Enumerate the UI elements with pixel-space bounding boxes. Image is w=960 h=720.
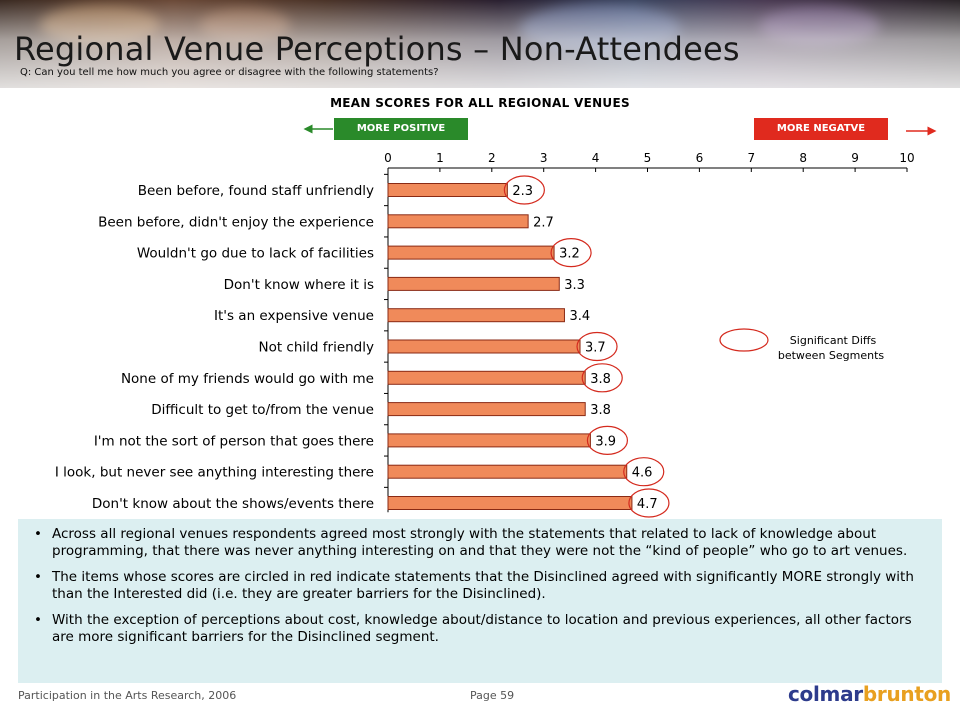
x-tick-label: 10 [899, 151, 914, 165]
more-positive-label: MORE POSITIVE [334, 118, 468, 140]
data-label: 3.8 [590, 372, 611, 387]
category-label: Been before, found staff unfriendly [138, 183, 374, 199]
x-tick-label: 0 [384, 151, 392, 165]
significance-circle [550, 238, 592, 268]
category-label: None of my friends would go with me [121, 371, 374, 387]
bar [387, 183, 508, 197]
bar [387, 308, 565, 323]
logo-part2: brunton [862, 682, 951, 706]
more-negative-label: MORE NEGATVE [754, 118, 888, 140]
category-label: Don't know about the shows/events there [92, 496, 374, 512]
x-tick-label: 3 [540, 151, 548, 165]
x-tick-label: 4 [592, 151, 600, 165]
data-label: 3.4 [569, 309, 590, 324]
logo-part1: colmar [788, 682, 863, 706]
data-label: 2.7 [533, 215, 554, 230]
significance-circle [581, 363, 623, 393]
bar [387, 433, 591, 448]
bar [387, 214, 529, 229]
x-tick-label: 2 [488, 151, 496, 165]
legend-label-line2: between Segments [778, 349, 885, 362]
bar [387, 370, 586, 385]
category-label: Difficult to get to/from the venue [151, 402, 374, 418]
category-label: It's an expensive venue [214, 308, 374, 324]
significance-circle [576, 331, 618, 362]
bars: Been before, found staff unfriendly 2.3 Be… [55, 175, 670, 518]
bar [387, 464, 628, 479]
commentary-box: Across all regional venues respondents a… [18, 519, 942, 683]
category-label: Wouldn't go due to lack of facilities [137, 246, 374, 262]
legend-label-line1: Significant Diffs [790, 334, 877, 347]
legend-circle-icon [719, 328, 769, 352]
category-label: Been before, didn't enjoy the experience [98, 214, 374, 230]
category-label: I look, but never see anything interesti… [55, 465, 374, 481]
data-label: 3.2 [559, 247, 580, 262]
category-label: Not child friendly [258, 340, 374, 356]
bar [387, 402, 586, 417]
page-number: Page 59 [470, 689, 515, 702]
category-label: Don't know where it is [224, 277, 374, 293]
brand-logo: colmarbrunton [788, 682, 951, 706]
x-tick-label: 5 [644, 151, 652, 165]
page-title: Regional Venue Perceptions – Non-Attende… [14, 30, 740, 68]
note-item: The items whose scores are circled in re… [30, 569, 928, 603]
bar-chart: 0 1 2 3 4 5 6 7 8 9 10 Been before, found staff un… [55, 124, 937, 518]
data-label: 2.3 [512, 184, 533, 199]
header-banner [0, 0, 960, 88]
data-label: 4.7 [637, 497, 658, 512]
bar [387, 276, 560, 291]
bar [387, 245, 555, 260]
data-label: 3.9 [595, 434, 616, 449]
bar [387, 339, 581, 354]
x-tick-label: 6 [696, 151, 704, 165]
bar [387, 496, 633, 510]
significance-circle [623, 457, 665, 487]
x-tick-label: 8 [799, 151, 807, 165]
legend: Significant Diffs between Segments [719, 328, 885, 362]
x-tick-label: 1 [436, 151, 444, 165]
significance-circle [503, 175, 545, 205]
footer-source: Participation in the Arts Research, 2006 [18, 689, 237, 702]
significance-circle [586, 425, 629, 455]
data-label: 3.3 [564, 278, 585, 293]
x-tick-label: 7 [747, 151, 755, 165]
data-label: 3.8 [590, 403, 611, 418]
chart-title: MEAN SCORES FOR ALL REGIONAL VENUES [330, 96, 630, 110]
significance-circle [628, 488, 670, 518]
data-label: 4.6 [632, 466, 653, 481]
x-tick-label: 9 [851, 151, 859, 165]
category-label: I'm not the sort of person that goes the… [94, 433, 374, 449]
note-item: With the exception of perceptions about … [30, 612, 928, 646]
note-item: Across all regional venues respondents a… [30, 526, 928, 560]
data-label: 3.7 [585, 341, 606, 356]
survey-question: Q: Can you tell me how much you agree or… [20, 67, 439, 78]
